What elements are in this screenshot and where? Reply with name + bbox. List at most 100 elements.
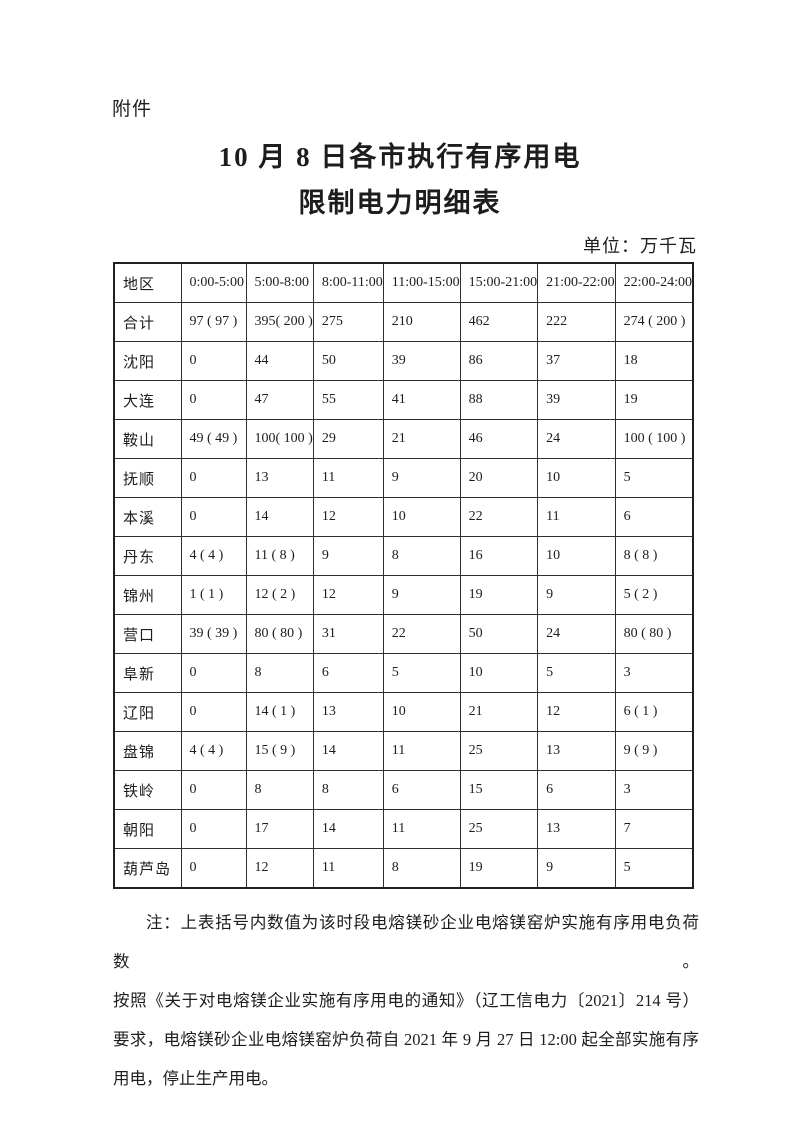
value-cell: 4 ( 4 ) bbox=[180, 536, 247, 576]
value-cell: 10 bbox=[382, 497, 461, 537]
table-row: 阜新 0 8 6 5 10 5 3 bbox=[113, 653, 694, 693]
value-cell: 6 ( 1 ) bbox=[614, 692, 694, 732]
header-region: 地区 bbox=[113, 262, 182, 303]
value-cell: 5 bbox=[382, 653, 461, 693]
value-cell: 22 bbox=[382, 614, 461, 654]
value-cell: 10 bbox=[459, 653, 539, 693]
value-cell: 9 bbox=[537, 848, 616, 889]
value-cell: 47 bbox=[245, 380, 314, 420]
value-cell: 15 ( 9 ) bbox=[245, 731, 314, 771]
value-cell: 222 bbox=[537, 302, 616, 342]
table-row: 抚顺 0 13 11 9 20 10 5 bbox=[113, 458, 694, 498]
value-cell: 6 bbox=[614, 497, 694, 537]
header-timeslot: 22:00-24:00 bbox=[614, 262, 694, 303]
value-cell: 86 bbox=[459, 341, 539, 381]
value-cell: 10 bbox=[537, 458, 616, 498]
value-cell: 19 bbox=[459, 848, 539, 889]
region-cell: 铁岭 bbox=[113, 770, 182, 810]
table-row: 沈阳 0 44 50 39 86 37 18 bbox=[113, 341, 694, 381]
value-cell: 39 ( 39 ) bbox=[180, 614, 247, 654]
value-cell: 0 bbox=[180, 809, 247, 849]
value-cell: 11 bbox=[382, 809, 461, 849]
region-cell: 本溪 bbox=[113, 497, 182, 537]
header-timeslot: 5:00-8:00 bbox=[245, 262, 314, 303]
value-cell: 275 bbox=[312, 302, 384, 342]
value-cell: 11 bbox=[537, 497, 616, 537]
header-timeslot: 0:00-5:00 bbox=[180, 262, 247, 303]
value-cell: 6 bbox=[537, 770, 616, 810]
value-cell: 12 bbox=[537, 692, 616, 732]
note-line: 注：上表括号内数值为该时段电熔镁砂企业电熔镁窑炉实施有序用电负荷数。 bbox=[113, 913, 699, 971]
value-cell: 9 bbox=[312, 536, 384, 576]
region-cell: 营口 bbox=[113, 614, 182, 654]
value-cell: 14 ( 1 ) bbox=[245, 692, 314, 732]
value-cell: 19 bbox=[459, 575, 539, 615]
value-cell: 13 bbox=[537, 809, 616, 849]
region-cell: 合计 bbox=[113, 302, 182, 342]
value-cell: 19 bbox=[614, 380, 694, 420]
value-cell: 11 bbox=[382, 731, 461, 771]
note-line: 按照《关于对电熔镁企业实施有序用电的通知》（辽工信电力〔2021〕214 号） bbox=[113, 991, 699, 1010]
header-timeslot: 8:00-11:00 bbox=[312, 262, 384, 303]
value-cell: 80 ( 80 ) bbox=[614, 614, 694, 654]
value-cell: 22 bbox=[459, 497, 539, 537]
value-cell: 50 bbox=[312, 341, 384, 381]
value-cell: 50 bbox=[459, 614, 539, 654]
table-header-row: 地区 0:00-5:00 5:00-8:00 8:00-11:00 11:00-15:0… bbox=[113, 262, 694, 303]
value-cell: 25 bbox=[459, 809, 539, 849]
note: 注：上表括号内数值为该时段电熔镁砂企业电熔镁窑炉实施有序用电负荷数。按照《关于对… bbox=[113, 903, 699, 1098]
table-row: 大连 0 47 55 41 88 39 19 bbox=[113, 380, 694, 420]
region-cell: 抚顺 bbox=[113, 458, 182, 498]
region-cell: 丹东 bbox=[113, 536, 182, 576]
value-cell: 10 bbox=[537, 536, 616, 576]
value-cell: 29 bbox=[312, 419, 384, 459]
region-cell: 盘锦 bbox=[113, 731, 182, 771]
value-cell: 5 ( 2 ) bbox=[614, 575, 694, 615]
value-cell: 1 ( 1 ) bbox=[180, 575, 247, 615]
value-cell: 24 bbox=[537, 419, 616, 459]
region-cell: 鞍山 bbox=[113, 419, 182, 459]
value-cell: 9 bbox=[382, 575, 461, 615]
table-row: 盘锦 4 ( 4 ) 15 ( 9 ) 14 11 25 13 9 ( 9 ) bbox=[113, 731, 694, 771]
title-line-2: 限制电力明细表 bbox=[298, 188, 502, 218]
table-row: 营口 39 ( 39 ) 80 ( 80 ) 31 22 50 24 80 ( 80 ) bbox=[113, 614, 694, 654]
unit-label: 单位：万千瓦 bbox=[583, 236, 697, 256]
value-cell: 8 bbox=[382, 536, 461, 576]
value-cell: 13 bbox=[245, 458, 314, 498]
value-cell: 100( 100 ) bbox=[245, 419, 314, 459]
value-cell: 210 bbox=[382, 302, 461, 342]
value-cell: 20 bbox=[459, 458, 539, 498]
value-cell: 46 bbox=[459, 419, 539, 459]
value-cell: 11 bbox=[312, 458, 384, 498]
table-row: 鞍山 49 ( 49 ) 100( 100 ) 29 21 46 24 100 ( 100 ) bbox=[113, 419, 694, 459]
region-cell: 锦州 bbox=[113, 575, 182, 615]
value-cell: 0 bbox=[180, 692, 247, 732]
value-cell: 5 bbox=[614, 848, 694, 889]
value-cell: 9 bbox=[537, 575, 616, 615]
value-cell: 31 bbox=[312, 614, 384, 654]
value-cell: 100 ( 100 ) bbox=[614, 419, 694, 459]
power-limit-table: 地区 0:00-5:00 5:00-8:00 8:00-11:00 11:00-15:0… bbox=[113, 262, 695, 889]
region-cell: 沈阳 bbox=[113, 341, 182, 381]
note-line: 用电，停止生产用电。 bbox=[113, 1069, 278, 1088]
value-cell: 0 bbox=[180, 770, 247, 810]
region-cell: 葫芦岛 bbox=[113, 848, 182, 889]
value-cell: 12 bbox=[312, 497, 384, 537]
value-cell: 462 bbox=[459, 302, 539, 342]
value-cell: 39 bbox=[537, 380, 616, 420]
value-cell: 55 bbox=[312, 380, 384, 420]
header-timeslot: 11:00-15:00 bbox=[382, 262, 461, 303]
value-cell: 15 bbox=[459, 770, 539, 810]
value-cell: 5 bbox=[614, 458, 694, 498]
value-cell: 39 bbox=[382, 341, 461, 381]
value-cell: 12 bbox=[245, 848, 314, 889]
value-cell: 0 bbox=[180, 341, 247, 381]
region-cell: 朝阳 bbox=[113, 809, 182, 849]
value-cell: 8 bbox=[312, 770, 384, 810]
region-cell: 阜新 bbox=[113, 653, 182, 693]
value-cell: 17 bbox=[245, 809, 314, 849]
value-cell: 14 bbox=[312, 731, 384, 771]
note-line: 要求，电熔镁砂企业电熔镁窑炉负荷自 2021 年 9 月 27 日 12:00 … bbox=[113, 1030, 699, 1049]
value-cell: 6 bbox=[312, 653, 384, 693]
